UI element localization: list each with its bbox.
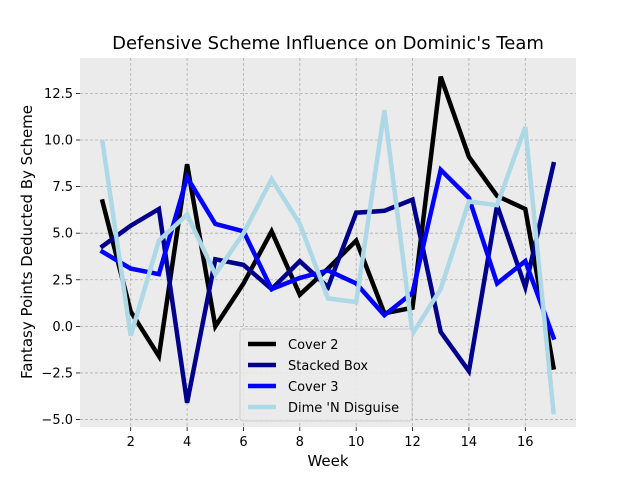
- x-axis-label: Week: [307, 452, 348, 470]
- x-tick-label: 14: [461, 435, 478, 450]
- y-axis-label: Fantasy Points Deducted By Scheme: [18, 105, 36, 379]
- legend-box: [239, 328, 413, 422]
- x-axis-ticks: 2 4 6 8 10 12 14 16: [127, 427, 534, 450]
- series-line-stacked-box: [99, 161, 557, 404]
- y-tick-label: 12.5: [44, 87, 73, 102]
- y-tick-label: −2.5: [41, 366, 73, 381]
- legend-label-stacked-box: Stacked Box: [288, 359, 368, 374]
- x-tick-label: 4: [183, 435, 191, 450]
- x-tick-label: 12: [404, 435, 421, 450]
- series-lines: [99, 75, 557, 415]
- series-line-dime-n-disguise: [99, 109, 556, 415]
- legend-label-dime-n-disguise: Dime 'N Disguise: [288, 401, 399, 416]
- x-tick-label: 8: [296, 435, 304, 450]
- x-tick-label: 10: [348, 435, 365, 450]
- legend-label-cover-3: Cover 3: [288, 380, 338, 395]
- y-tick-label: −5.0: [41, 413, 73, 428]
- y-tick-label: 10.0: [44, 134, 73, 149]
- y-axis-ticks: −5.0 −2.5 0.0 2.5 5.0 7.5 10.0 12.5: [41, 87, 80, 428]
- x-tick-label: 6: [239, 435, 247, 450]
- y-tick-label: 0.0: [52, 320, 73, 335]
- x-tick-label: 2: [127, 435, 135, 450]
- legend-label-cover-2: Cover 2: [288, 338, 338, 353]
- chart-title: Defensive Scheme Influence on Dominic's …: [112, 33, 544, 54]
- series-line-cover-3: [99, 165, 557, 341]
- y-tick-label: 7.5: [52, 180, 73, 195]
- x-tick-label: 16: [517, 435, 534, 450]
- y-tick-label: 5.0: [52, 227, 73, 242]
- y-tick-label: 2.5: [52, 273, 73, 288]
- legend: Cover 2 Stacked Box Cover 3 Dime 'N Disguis…: [239, 328, 413, 422]
